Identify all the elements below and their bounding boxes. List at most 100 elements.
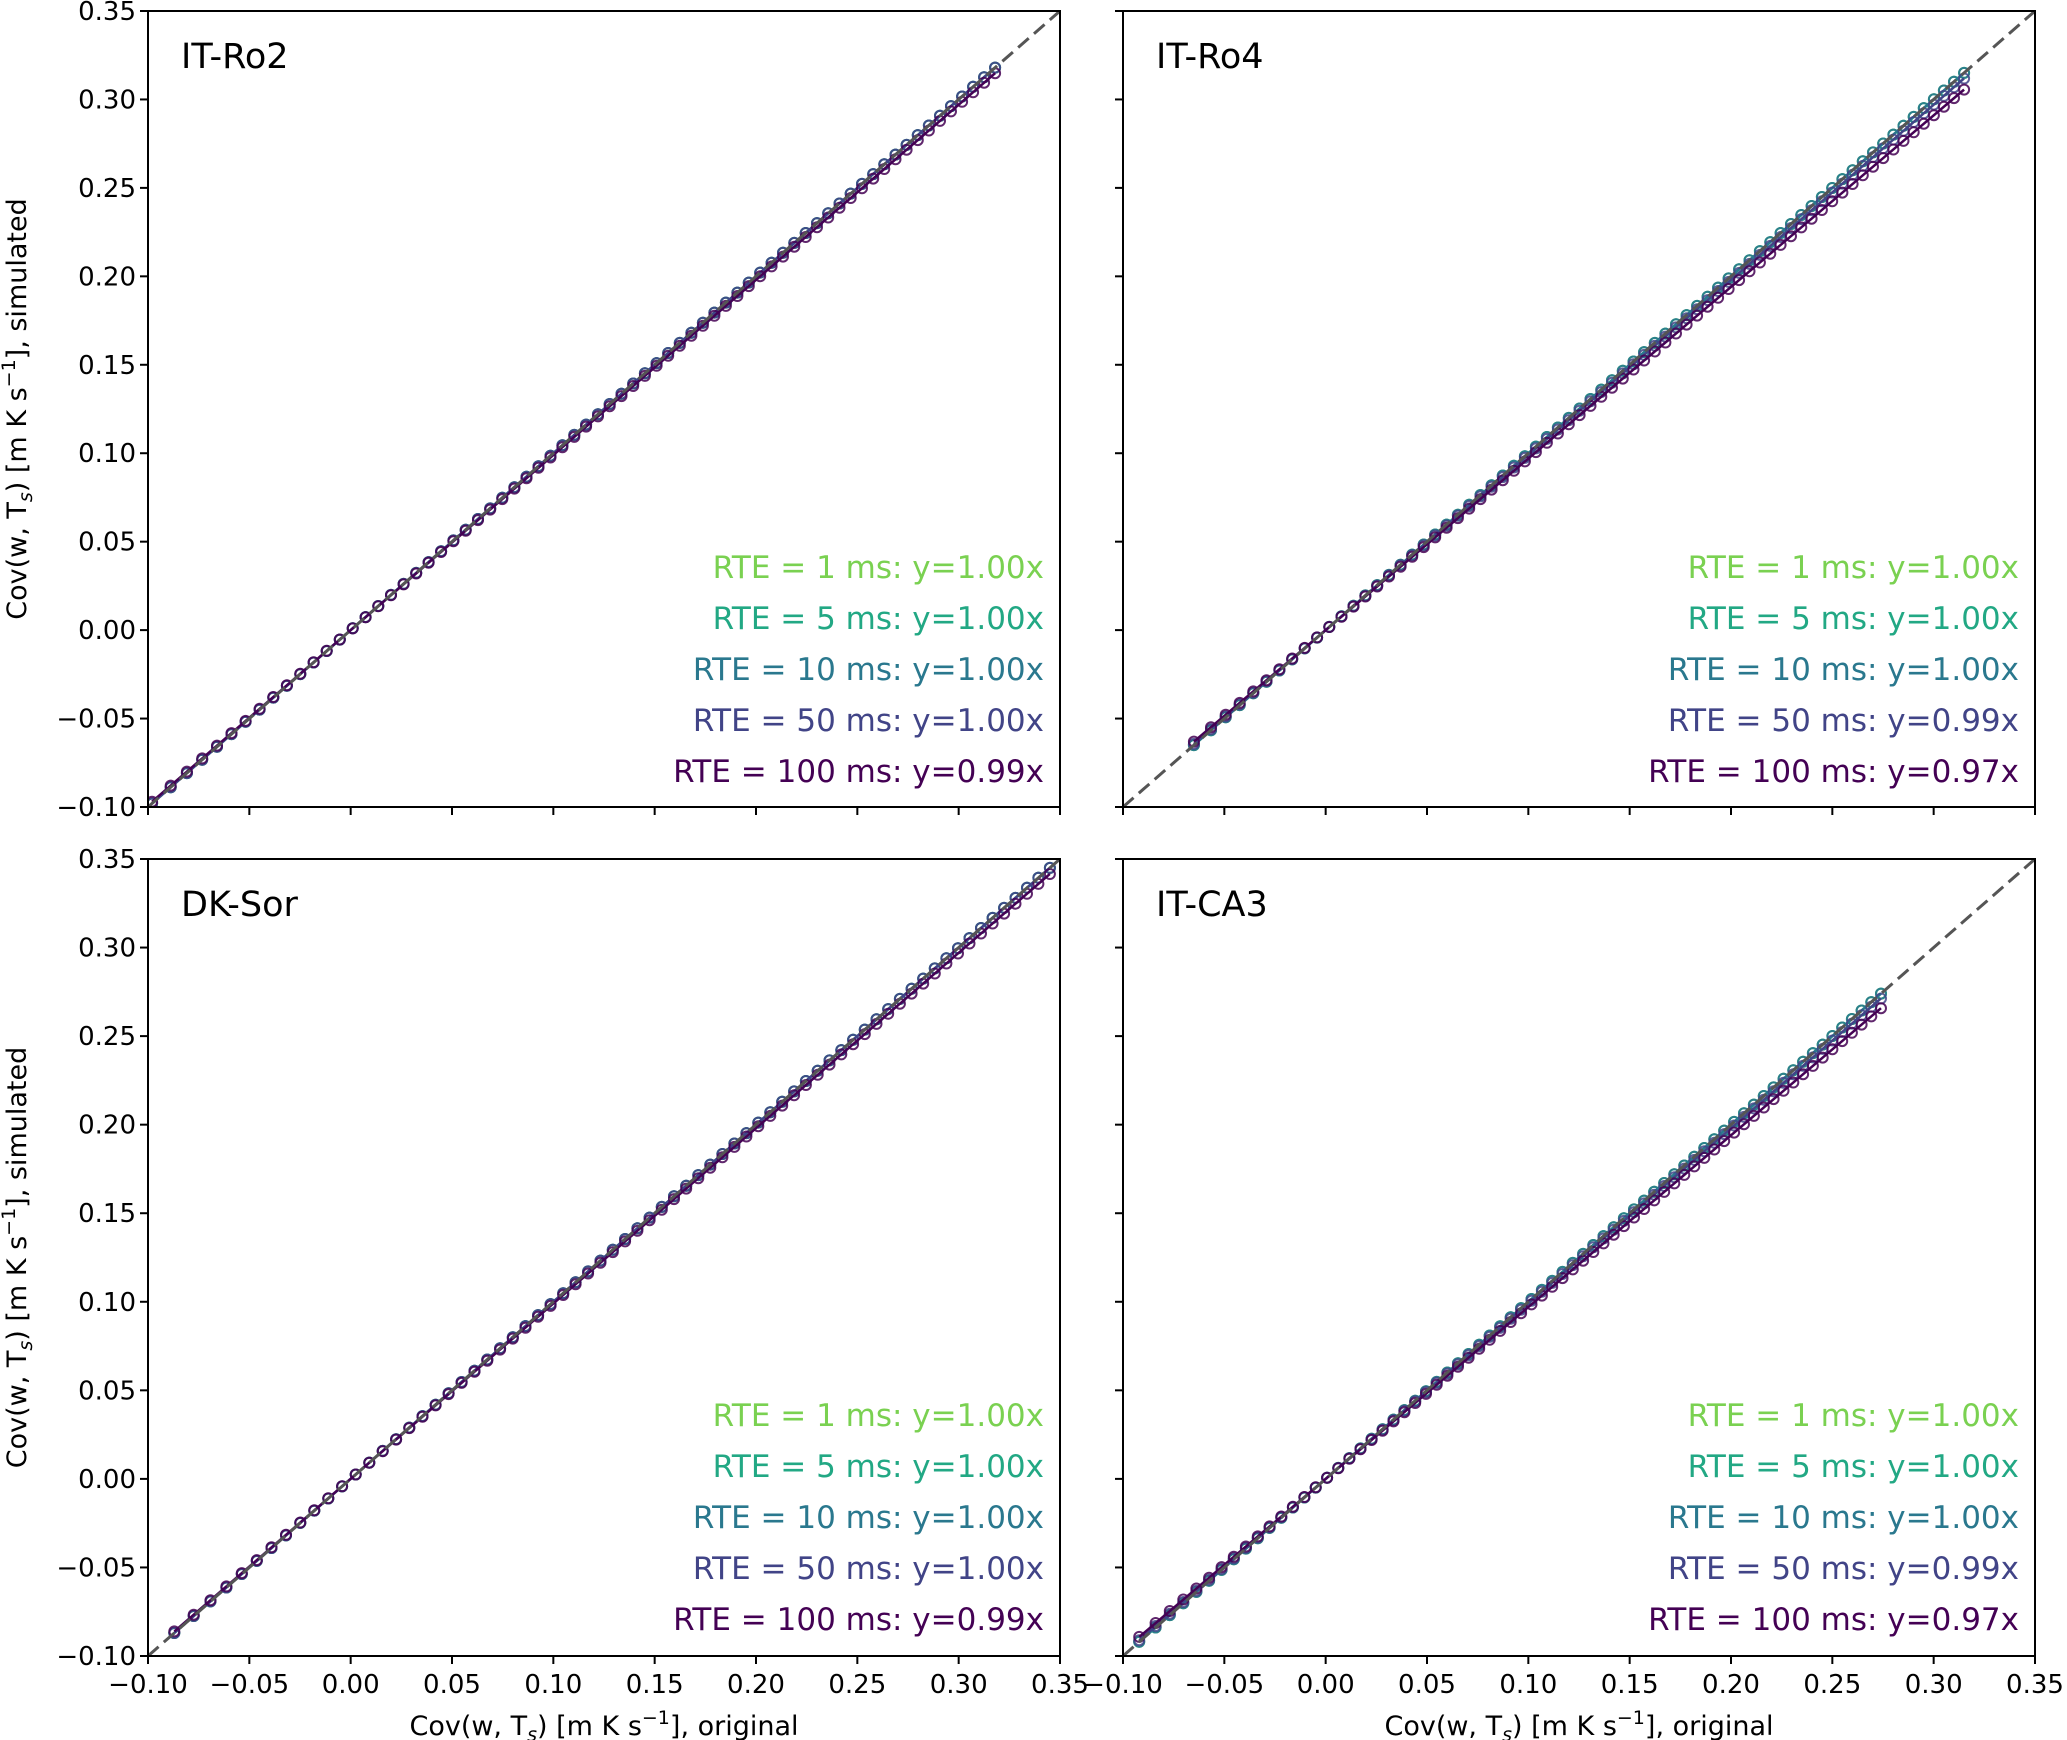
label-text: Cov(w, T (409, 1711, 527, 1740)
y-tick-label: 0.25 (78, 1022, 136, 1052)
data-point-rte-100 (180, 765, 193, 778)
data-point-rte-100 (1688, 1160, 1701, 1173)
plot-area (148, 859, 1060, 1656)
data-point-rte-100 (346, 622, 359, 635)
data-point-rte-100 (1409, 1397, 1422, 1409)
data-point-rte-100 (280, 1528, 292, 1541)
axes-frame (1122, 10, 2036, 808)
panel-title: IT-Ro4 (1156, 37, 1264, 77)
label-superscript: −1 (0, 359, 20, 387)
data-point-rte-100 (1836, 186, 1849, 199)
data-point-rte-100 (1836, 1035, 1849, 1048)
data-point-rte-100 (1606, 381, 1618, 394)
y-tick-label: −0.05 (56, 705, 136, 735)
data-point-rte-100 (580, 420, 593, 433)
fit-annotation-rte-50: RTE = 50 ms: y=1.00x (693, 1551, 1044, 1587)
data-point-rte-100 (1323, 621, 1336, 633)
plot-area (1123, 11, 2035, 807)
data-point-rte-100 (1247, 685, 1260, 698)
data-point-rte-100 (1387, 1415, 1400, 1428)
data-point-rte-100 (1638, 1203, 1651, 1215)
data-point-rte-100 (363, 1456, 376, 1469)
y-tick-label: 0.20 (78, 262, 136, 292)
x-tick-label: 0.20 (1702, 1670, 1760, 1700)
data-point-rte-100 (267, 691, 280, 703)
data-point-rte-100 (1845, 1026, 1858, 1039)
data-point-rte-100 (1286, 652, 1299, 665)
data-point-rte-100 (265, 1541, 278, 1554)
data-point-rte-100 (1816, 1051, 1829, 1064)
data-point-rte-100 (1806, 1059, 1819, 1072)
data-point-rte-100 (1607, 1228, 1620, 1241)
data-point-rte-100 (204, 1594, 217, 1607)
data-point-rte-100 (280, 679, 293, 692)
data-point-rte-100 (429, 1399, 442, 1412)
data-point-rte-100 (1309, 1481, 1322, 1494)
data-point-rte-100 (606, 1246, 619, 1259)
data-point-rte-100 (519, 1321, 532, 1334)
panel-title: IT-CA3 (1156, 885, 1268, 925)
label-superscript: −1 (1617, 1707, 1645, 1729)
fit-annotation-rte-10: RTE = 10 ms: y=1.00x (1668, 1500, 2019, 1536)
data-point-rte-100 (1648, 1194, 1661, 1207)
data-point-rte-100 (1738, 1118, 1750, 1131)
label-text: ], simulated (2, 1047, 33, 1208)
data-point-rte-100 (1648, 345, 1661, 358)
data-point-rte-100 (1251, 1530, 1264, 1543)
data-point-rte-100 (1354, 1443, 1367, 1456)
data-point-rte-100 (1335, 610, 1348, 623)
data-point-rte-100 (1670, 327, 1682, 340)
data-point-rte-100 (1722, 283, 1735, 295)
fit-annotation-rte-10: RTE = 10 ms: y=1.00x (693, 652, 1044, 688)
label-text: ) [m K s (2, 387, 33, 492)
data-point-rte-100 (494, 1343, 507, 1356)
data-point-rte-100 (544, 1299, 557, 1312)
data-point-rte-100 (484, 503, 497, 516)
data-point-rte-100 (1728, 1126, 1741, 1139)
data-point-rte-100 (336, 1480, 349, 1493)
fit-annotation-rte-1: RTE = 1 ms: y=1.00x (713, 1398, 1044, 1434)
data-point-rte-100 (1877, 152, 1890, 165)
x-tick-label: 0.30 (930, 1670, 988, 1700)
y-tick-label: 0.30 (78, 85, 136, 115)
data-point-rte-100 (1747, 1109, 1760, 1122)
x-tick-label: 0.10 (524, 1670, 582, 1700)
data-point-rte-100 (1787, 1076, 1800, 1089)
data-point-rte-100 (472, 514, 484, 527)
label-subscript: s (1502, 1724, 1512, 1740)
data-point-rte-100 (520, 472, 533, 485)
data-point-rte-100 (1659, 336, 1672, 349)
data-point-rte-100 (1321, 1471, 1334, 1484)
fit-annotation-rte-5: RTE = 5 ms: y=1.00x (713, 601, 1044, 637)
data-point-rte-100 (1917, 117, 1930, 130)
data-point-rte-100 (1628, 1211, 1640, 1224)
label-subscript: s (527, 1724, 537, 1740)
data-point-rte-100 (1875, 1002, 1887, 1015)
data-point-rte-100 (1678, 1168, 1691, 1181)
data-point-rte-100 (508, 482, 521, 495)
x-axis-label: Cov(w, Ts) [m K s−1], original (1384, 1707, 1773, 1740)
y-tick-label: 0.20 (78, 1111, 136, 1141)
y-tick-label: 0.35 (78, 0, 136, 27)
data-point-rte-100 (1897, 134, 1910, 147)
x-tick-label: 0.25 (828, 1670, 886, 1700)
data-point-rte-100 (1777, 1084, 1790, 1097)
data-point-rte-100 (1376, 1424, 1389, 1437)
data-point-rte-100 (322, 1492, 335, 1505)
data-point-rte-100 (557, 1289, 570, 1301)
data-point-rte-100 (1332, 1462, 1345, 1475)
label-text: ) [m K s (2, 1236, 33, 1341)
x-tick-label: 0.35 (2006, 1670, 2064, 1700)
data-point-rte-100 (582, 1267, 595, 1280)
x-tick-label: −0.10 (108, 1670, 188, 1700)
data-point-rte-100 (1617, 1220, 1630, 1233)
data-point-rte-100 (650, 359, 663, 372)
data-point-rte-100 (196, 752, 209, 765)
data-point-rte-100 (320, 644, 333, 657)
panel-it-ro4: IT-Ro4 RTE = 1 ms: y=1.00x RTE = 5 ms: y=1… (1115, 10, 2036, 815)
data-point-rte-100 (250, 1554, 263, 1567)
data-point-rte-100 (1733, 274, 1746, 287)
data-point-rte-100 (1743, 265, 1756, 278)
x-tick-label: 0.20 (727, 1670, 785, 1700)
